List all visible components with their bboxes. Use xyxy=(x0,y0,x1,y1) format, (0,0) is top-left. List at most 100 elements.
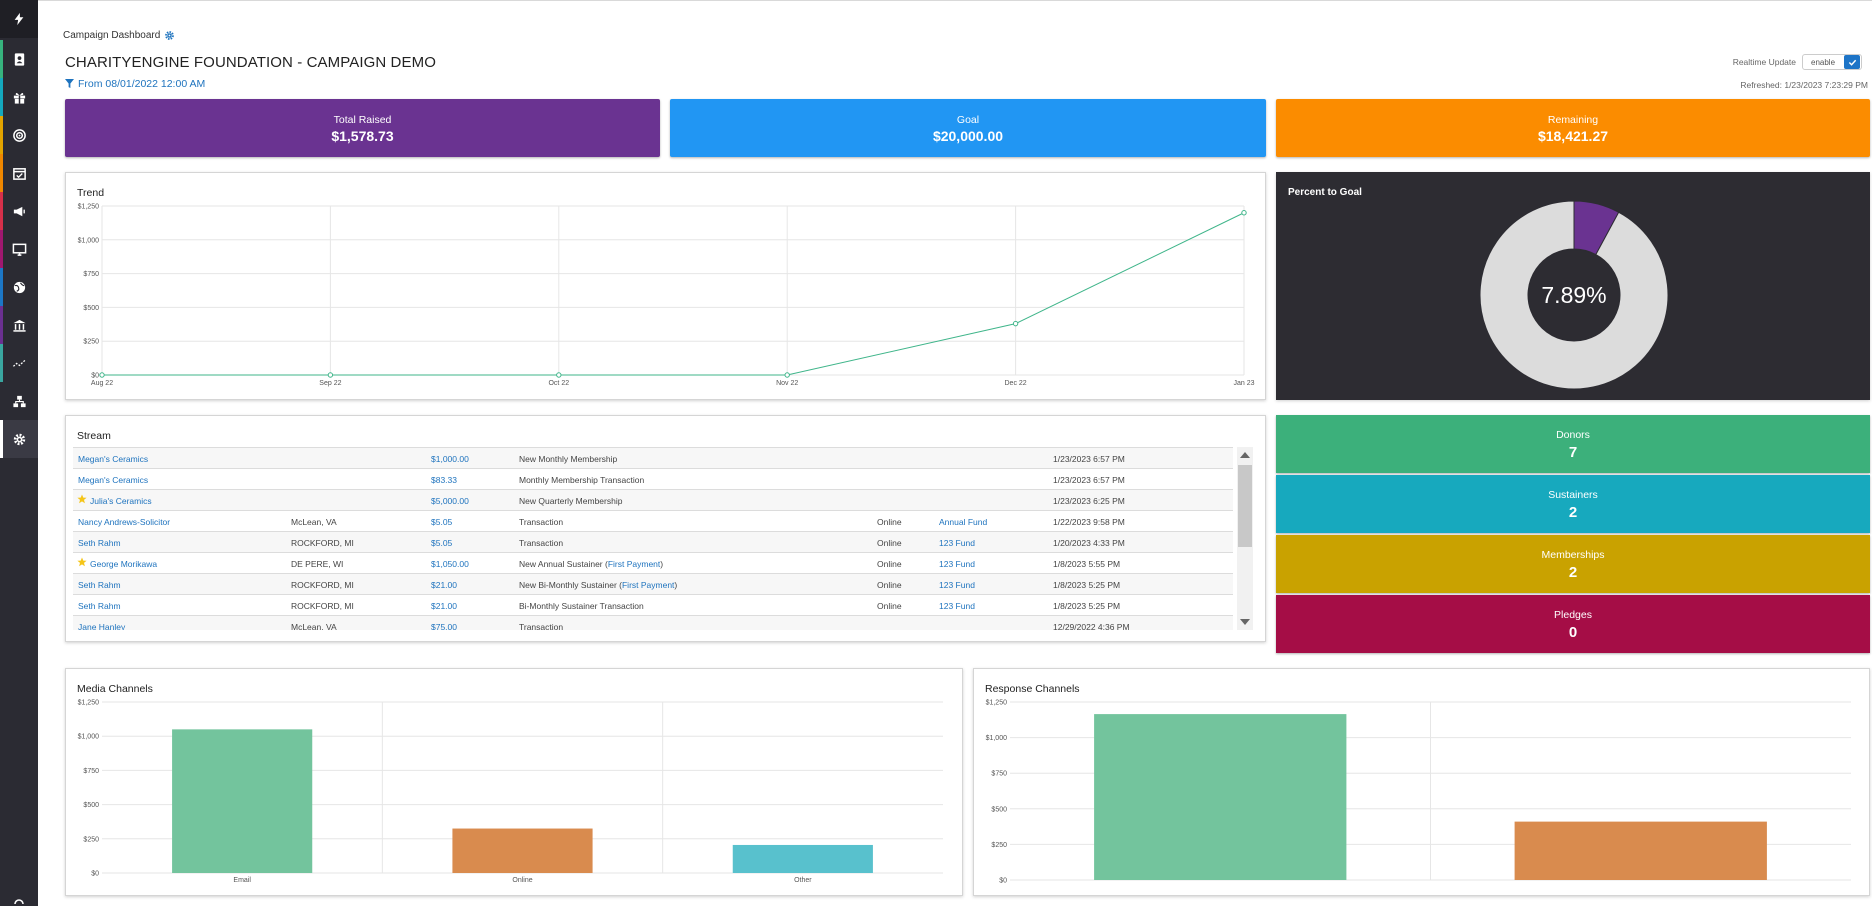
media-ytick-label: $500 xyxy=(83,802,99,809)
channel-label: Online xyxy=(877,559,902,569)
response-ytick-label: $750 xyxy=(991,771,1007,778)
amount-link[interactable]: $5.05 xyxy=(431,538,453,548)
media-bar xyxy=(172,729,313,873)
transaction-type-label: New Annual Sustainer ( xyxy=(519,559,608,569)
stat-label: Donors xyxy=(1556,429,1590,441)
donor-name-link[interactable]: Megan's Ceramics xyxy=(78,454,149,464)
amount-link[interactable]: $1,000.00 xyxy=(431,454,469,464)
sidebar-item-monitor[interactable] xyxy=(0,230,38,268)
trend-ytick-label: $500 xyxy=(83,305,99,312)
trend-point xyxy=(556,372,562,378)
trend-xtick-label: Aug 22 xyxy=(91,380,113,387)
transaction-type: New Quarterly Membership xyxy=(519,496,622,506)
sidebar-item-stripe xyxy=(0,420,3,458)
sidebar-item-gift[interactable] xyxy=(0,78,38,116)
media-channels-card: Media Channels $0 $250 $500 $750 $1,000 $1,25… xyxy=(65,668,963,896)
media-bar xyxy=(452,828,593,873)
sidebar-item-org-chart[interactable] xyxy=(0,382,38,420)
channel-label: Online xyxy=(877,580,902,590)
stream-scrollbar[interactable] xyxy=(1237,447,1253,630)
gear-icon xyxy=(13,433,25,445)
sidebar-item-gear[interactable] xyxy=(0,420,38,458)
breadcrumb: Campaign Dashboard xyxy=(63,30,175,41)
sidebar-item-stripe xyxy=(0,344,3,382)
transaction-date: 1/22/2023 9:58 PM xyxy=(1053,517,1125,527)
gear-icon[interactable] xyxy=(164,30,175,41)
transaction-date: 1/23/2023 6:25 PM xyxy=(1053,496,1125,506)
response-channels-card: Response Channels $0 $250 $500 $750 $1,000 $1… xyxy=(973,668,1870,896)
amount-link[interactable]: $5.05 xyxy=(431,517,453,527)
media-xtick-label: Online xyxy=(512,877,532,884)
amount-link[interactable]: $1,050.00 xyxy=(431,559,469,569)
donor-name-link[interactable]: George Morikawa xyxy=(90,559,158,569)
table-row[interactable]: George Morikawa DE PERE, WI $1,050.00 Onlin… xyxy=(73,552,1233,573)
table-row[interactable]: Megan's Ceramics $83.33 1/23/2023 6:57 PM M… xyxy=(73,468,1233,489)
trend-xtick-label: Sep 22 xyxy=(319,380,341,387)
sidebar-item-contact-book[interactable] xyxy=(0,40,38,78)
table-row[interactable]: Seth Rahm ROCKFORD, MI $21.00 Online 123 Fun… xyxy=(73,594,1233,615)
amount-link[interactable]: $21.00 xyxy=(431,601,457,611)
table-row[interactable]: Megan's Ceramics $1,000.00 1/23/2023 6:57 … xyxy=(73,447,1233,468)
stream-title: Stream xyxy=(77,430,111,442)
stat-value: 2 xyxy=(1568,504,1578,521)
donor-name-link[interactable]: Seth Rahm xyxy=(78,601,121,611)
fund-link[interactable]: 123 Fund xyxy=(939,559,975,569)
fund-link[interactable]: 123 Fund xyxy=(939,538,975,548)
trend-ytick-label: $1,000 xyxy=(78,237,100,244)
first-payment-link[interactable]: First Payment xyxy=(621,580,675,590)
sidebar-item-analytics[interactable] xyxy=(0,344,38,382)
stat-donors: Donors 7 xyxy=(1276,415,1870,473)
donor-name-link[interactable]: Julia's Ceramics xyxy=(90,496,152,506)
support-icon[interactable] xyxy=(0,894,38,906)
sidebar-item-megaphone[interactable] xyxy=(0,192,38,230)
donor-name-link[interactable]: Nancy Andrews-Solicitor xyxy=(78,517,171,527)
sidebar-item-stripe xyxy=(0,116,3,154)
kpi-value: $1,578.73 xyxy=(331,128,394,144)
closing-paren: ) xyxy=(660,559,664,569)
donor-name-link[interactable]: Megan's Ceramics xyxy=(78,475,149,485)
trend-chart: $0 $250 $500 $750 $1,000 $1,250 Aug 22 Sep 22 Oc… xyxy=(78,204,1255,388)
table-row[interactable]: Seth Rahm ROCKFORD, MI $21.00 Online 123 Fun… xyxy=(73,573,1233,594)
donor-name-link[interactable]: Seth Rahm xyxy=(78,538,121,548)
scroll-up-icon[interactable] xyxy=(1240,452,1250,458)
realtime-toggle[interactable]: enable xyxy=(1802,54,1862,70)
table-row[interactable]: Jane Hanley McLean, VA $75.00 12/29/2022 4:… xyxy=(73,615,1233,630)
lightning-logo-icon[interactable] xyxy=(0,0,38,38)
table-row[interactable]: Seth Rahm ROCKFORD, MI $5.05 Online 123 Fund… xyxy=(73,531,1233,552)
sidebar-item-globe[interactable] xyxy=(0,268,38,306)
response-ytick-label: $250 xyxy=(991,842,1007,849)
date-filter[interactable]: From 08/01/2022 12:00 AM xyxy=(65,78,205,90)
fund-link[interactable]: 123 Fund xyxy=(939,601,975,611)
channel-label: Online xyxy=(877,538,902,548)
first-payment-link[interactable]: First Payment xyxy=(607,559,661,569)
closing-paren: ) xyxy=(674,580,678,590)
percent-value: 7.89% xyxy=(1541,282,1606,308)
bank-icon xyxy=(12,319,26,332)
table-row[interactable]: Nancy Andrews-Solicitor McLean, VA $5.05 On… xyxy=(73,510,1233,531)
scroll-down-icon[interactable] xyxy=(1240,619,1250,625)
sidebar-item-bank[interactable] xyxy=(0,306,38,344)
target-icon xyxy=(12,128,26,142)
sidebar-item-calendar[interactable] xyxy=(0,154,38,192)
amount-link[interactable]: $75.00 xyxy=(431,622,457,630)
stat-label: Sustainers xyxy=(1548,489,1598,501)
fund-link[interactable]: 123 Fund xyxy=(939,580,975,590)
megaphone-icon xyxy=(13,206,25,216)
trend-card: Trend $0 $250 $500 $750 $1,000 $1,250 Aug 22 Se… xyxy=(65,172,1266,400)
breadcrumb-label: Campaign Dashboard xyxy=(63,30,161,41)
transaction-type-label: New Quarterly Membership xyxy=(519,496,623,506)
star-icon xyxy=(77,494,87,506)
channel-label: Online xyxy=(877,517,902,527)
sidebar-item-target[interactable] xyxy=(0,116,38,154)
donor-name-link[interactable]: Jane Hanley xyxy=(78,622,126,630)
media-xtick-label: Other xyxy=(794,877,812,884)
stat-label: Memberships xyxy=(1541,549,1605,561)
amount-link[interactable]: $21.00 xyxy=(431,580,457,590)
fund-link[interactable]: Annual Fund xyxy=(939,517,988,527)
donor-location: ROCKFORD, MI xyxy=(291,538,354,548)
amount-link[interactable]: $83.33 xyxy=(431,475,457,485)
amount-link[interactable]: $5,000.00 xyxy=(431,496,469,506)
scroll-thumb[interactable] xyxy=(1238,465,1252,547)
donor-name-link[interactable]: Seth Rahm xyxy=(78,580,121,590)
table-row[interactable]: Julia's Ceramics $5,000.00 1/23/2023 6:25 … xyxy=(73,489,1233,510)
